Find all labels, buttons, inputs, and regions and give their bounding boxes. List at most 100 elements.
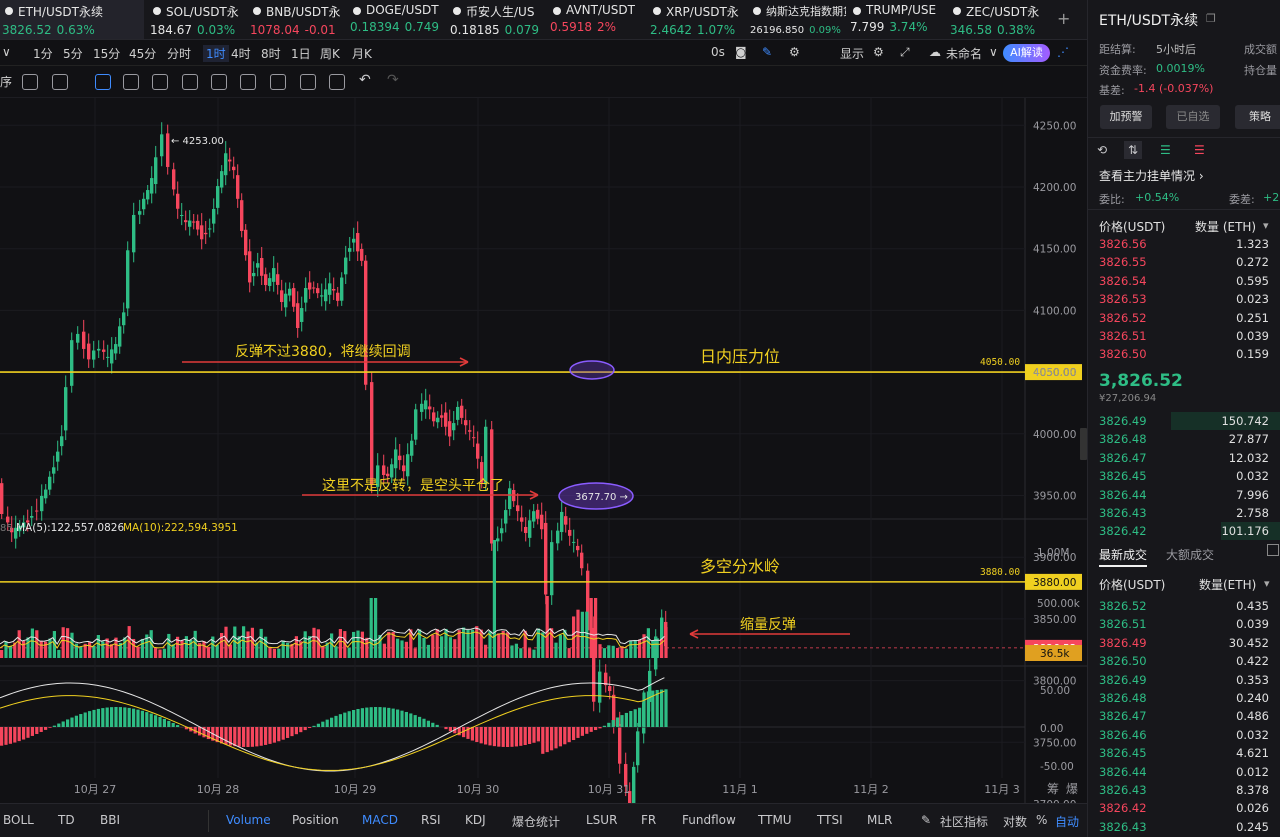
book-row[interactable]: 3826.49 30.452 <box>1088 634 1280 652</box>
timeframe-5[interactable]: 1时 <box>203 45 229 62</box>
book-row[interactable]: 3826.51 0.039 <box>1088 327 1280 345</box>
fullscreen-icon[interactable]: ⤢ <box>900 45 910 59</box>
book-row[interactable]: 3826.44 7.996 <box>1088 486 1280 504</box>
add-alert-button[interactable]: 加预警 <box>1100 105 1152 129</box>
ticker-tab[interactable]: 币安人生/US 0.18185 0.079 <box>448 0 546 39</box>
undo-icon[interactable]: ↶ <box>359 72 371 88</box>
pen-icon[interactable]: ✎ <box>762 45 773 59</box>
indicator-lsur[interactable]: LSUR <box>586 813 618 827</box>
trade-chevron-icon[interactable]: ▾ <box>1264 577 1270 590</box>
ticker-tab[interactable]: SOL/USDT永 184.67 0.03% <box>148 0 246 39</box>
book-row[interactable]: 3826.47 12.032 <box>1088 449 1280 467</box>
sync-icon[interactable] <box>22 74 38 90</box>
copy-icon[interactable]: ❐ <box>1206 12 1216 25</box>
book-row[interactable]: 3826.46 0.032 <box>1088 726 1280 744</box>
ruler-icon[interactable] <box>52 74 68 90</box>
filter-icon[interactable] <box>300 74 316 90</box>
indicator-volume[interactable]: Volume <box>226 813 271 827</box>
settings-icon[interactable]: ⚙ <box>789 45 800 59</box>
display-button[interactable]: 显示 <box>840 47 865 61</box>
indicator-kdj[interactable]: KDJ <box>465 813 486 827</box>
book-row[interactable]: 3826.50 0.422 <box>1088 652 1280 670</box>
scroll-handle[interactable] <box>1080 428 1087 460</box>
timeframe-1[interactable]: 5分 <box>63 47 83 61</box>
refresh-label[interactable]: 0s <box>711 45 725 59</box>
tab-latest-trades[interactable]: 最新成交 <box>1099 548 1148 562</box>
book-row[interactable]: 3826.45 4.621 <box>1088 744 1280 762</box>
timeframe-9[interactable]: 周K <box>320 47 340 61</box>
ai-button[interactable]: AI解读 <box>1003 44 1050 62</box>
ticker-tab[interactable]: ETH/USDT永续 3826.52 0.63% <box>0 0 144 39</box>
trade-qty-header[interactable]: 数量(ETH) <box>1199 578 1257 592</box>
depth-link[interactable]: 查看主力挂单情况 › <box>1099 169 1204 183</box>
book-row[interactable]: 3826.48 27.877 <box>1088 430 1280 448</box>
book-row[interactable]: 3826.42 101.176 <box>1088 522 1280 541</box>
view-toggle-icon[interactable]: ⟲ <box>1097 143 1108 157</box>
book-row[interactable]: 3826.49 0.353 <box>1088 671 1280 689</box>
qty-chevron-icon[interactable]: ▾ <box>1263 219 1269 232</box>
indicator-boll[interactable]: BOLL <box>3 813 34 827</box>
community-indicator-button[interactable]: 社区指标 <box>940 815 989 829</box>
indicator-td[interactable]: TD <box>58 813 75 827</box>
ticker-tab[interactable]: DOGE/USDT 0.18394 0.749 <box>348 0 446 39</box>
timeframe-4[interactable]: 分时 <box>167 47 192 61</box>
timeframe-3[interactable]: 45分 <box>129 47 157 61</box>
ticker-tab[interactable]: BNB/USDT永 1078.04 -0.01 <box>248 0 346 39</box>
book-row[interactable]: 3826.56 1.323 <box>1088 235 1280 253</box>
indicator-ttmu[interactable]: TTMU <box>758 813 792 827</box>
indicator-爆仓统计[interactable]: 爆仓统计 <box>512 815 561 829</box>
book-row[interactable]: 3826.54 0.595 <box>1088 272 1280 290</box>
timeframe-10[interactable]: 月K <box>352 47 372 61</box>
add-tab-button[interactable]: + <box>1057 9 1071 28</box>
strategy-button[interactable]: 策略 <box>1235 105 1280 129</box>
timeframe-7[interactable]: 8时 <box>261 47 281 61</box>
chevron-down-icon[interactable]: ∨ <box>2 45 11 59</box>
cursor-icon[interactable] <box>95 74 111 90</box>
book-row[interactable]: 3826.52 0.435 <box>1088 597 1280 615</box>
indicator-rsi[interactable]: RSI <box>421 813 441 827</box>
book-row[interactable]: 3826.48 0.240 <box>1088 689 1280 707</box>
layout-name[interactable]: 未命名 <box>946 47 983 61</box>
book-asks-icon[interactable]: ☰ <box>1194 143 1205 157</box>
gear-icon[interactable]: ⚙ <box>873 45 884 59</box>
tab-big-trades[interactable]: 大额成交 <box>1166 548 1215 562</box>
cloud-icon[interactable]: ☁ <box>929 45 941 59</box>
edit-icon[interactable]: ✎ <box>921 813 932 827</box>
trash-icon[interactable] <box>329 74 345 90</box>
filter-checkbox[interactable] <box>1267 544 1279 556</box>
indicator-mlr[interactable]: MLR <box>867 813 893 827</box>
log-scale-toggle[interactable]: 对数 <box>1003 815 1028 829</box>
book-row[interactable]: 3826.49 150.742 <box>1088 412 1280 430</box>
book-row[interactable]: 3826.43 0.245 <box>1088 818 1280 836</box>
timeframe-6[interactable]: 4时 <box>231 47 251 61</box>
layout-chevron-icon[interactable]: ∨ <box>989 45 998 59</box>
price-chart[interactable]: ← 4253.00 4050.00 4050.00 日内压力位 3880.00 3880… <box>0 98 1087 803</box>
book-qty-header[interactable]: 数量 (ETH) <box>1195 220 1257 234</box>
book-row[interactable]: 3826.55 0.272 <box>1088 253 1280 271</box>
indicator-macd[interactable]: MACD <box>362 813 398 827</box>
ticker-tab[interactable]: TRUMP/USE 7.799 3.74% <box>848 0 946 39</box>
eye-icon[interactable] <box>240 74 256 90</box>
percent-toggle[interactable]: % <box>1036 813 1048 827</box>
redo-icon[interactable]: ↷ <box>387 72 399 88</box>
ticker-tab[interactable]: AVNT/USDT 0.5918 2% <box>548 0 646 39</box>
book-row[interactable]: 3826.47 0.486 <box>1088 707 1280 725</box>
order-icon[interactable]: 序 <box>0 75 13 89</box>
book-row[interactable]: 3826.52 0.251 <box>1088 309 1280 327</box>
indicator-bbi[interactable]: BBI <box>100 813 121 827</box>
ticker-tab[interactable]: ZEC/USDT永 346.58 0.38% <box>948 0 1046 39</box>
book-both-icon[interactable]: ⇅ <box>1124 141 1142 159</box>
auto-scale-toggle[interactable]: 自动 <box>1055 815 1080 829</box>
indicator-fundflow[interactable]: Fundflow <box>682 813 736 827</box>
book-row[interactable]: 3826.43 8.378 <box>1088 781 1280 799</box>
ticker-tab[interactable]: XRP/USDT永 2.4642 1.07% <box>648 0 746 39</box>
pattern-icon[interactable] <box>182 74 198 90</box>
timeframe-2[interactable]: 15分 <box>93 47 121 61</box>
share-icon[interactable]: ⋰ <box>1057 45 1069 59</box>
lock-icon[interactable] <box>211 74 227 90</box>
camera-icon[interactable]: ◙ <box>735 45 747 59</box>
book-bids-icon[interactable]: ☰ <box>1160 143 1171 157</box>
book-row[interactable]: 3826.45 0.032 <box>1088 467 1280 485</box>
timeframe-0[interactable]: 1分 <box>33 47 53 61</box>
favorited-button[interactable]: 已自选 <box>1166 105 1220 129</box>
